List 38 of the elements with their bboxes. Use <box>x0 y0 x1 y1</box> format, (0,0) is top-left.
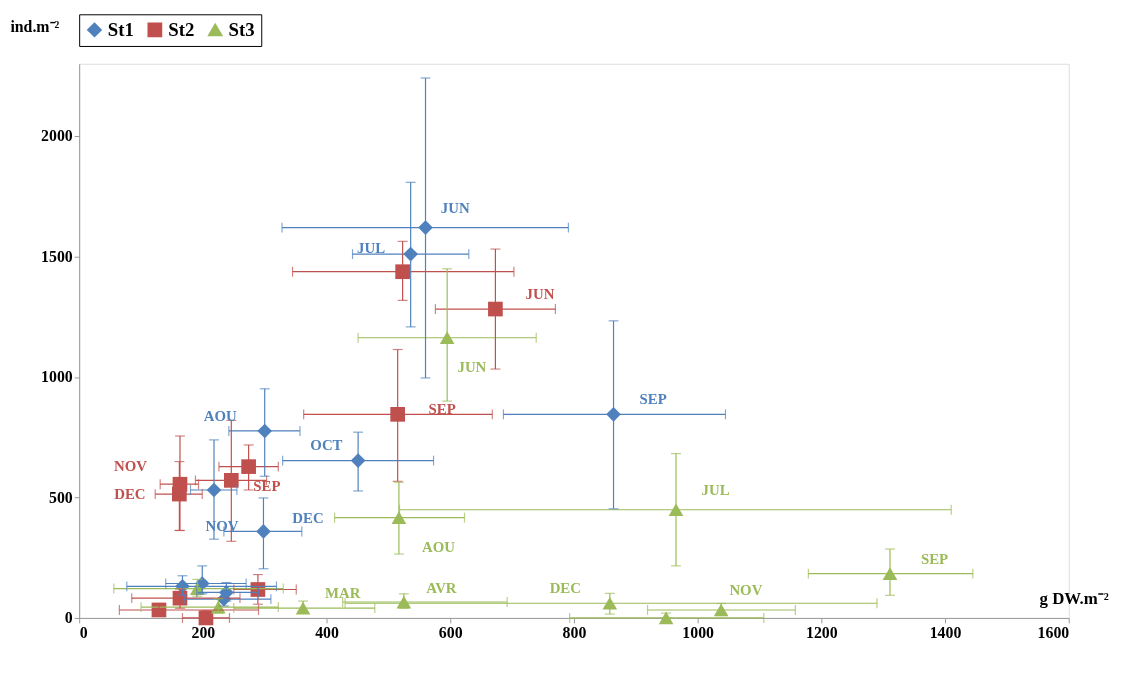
data-label: AOU <box>203 408 237 425</box>
x-axis-title: g DW.m⁻² <box>1039 588 1109 608</box>
data-label: SEP <box>920 550 949 567</box>
data-label: SEP <box>253 478 281 495</box>
x-tick-label: 1400 <box>929 624 962 642</box>
x-tick-label: 1600 <box>1037 624 1070 642</box>
data-label: JUN <box>440 199 470 216</box>
data-label: NOV <box>114 458 148 475</box>
data-label: JUN <box>525 286 555 303</box>
data-label: DEC <box>114 486 146 503</box>
legend-label: St1 <box>107 18 134 40</box>
y-tick-label: 2000 <box>41 127 73 145</box>
x-tick-label: 800 <box>562 624 587 642</box>
x-tick-label: 1000 <box>682 624 715 642</box>
legend-label: St3 <box>228 18 255 40</box>
data-label: JUL <box>357 240 386 257</box>
data-label: DEC <box>549 580 581 597</box>
data-label: SEP <box>428 401 456 418</box>
legend-label: St2 <box>168 18 195 40</box>
x-tick-label: 0 <box>79 624 88 642</box>
data-label: SEP <box>639 391 667 408</box>
data-label: DEC <box>292 509 324 526</box>
data-label: OCT <box>310 436 343 453</box>
y-tick-label: 1500 <box>41 247 73 265</box>
y-tick-label: 1000 <box>41 368 73 386</box>
x-tick-label: 1200 <box>806 624 838 642</box>
y-axis-title: ind.m⁻² <box>10 17 60 35</box>
x-tick-label: 200 <box>191 624 216 642</box>
y-tick-label: 500 <box>48 488 73 506</box>
data-label: NOV <box>729 582 763 599</box>
data-label: JUN <box>457 359 487 376</box>
data-label: JUL <box>701 481 730 498</box>
y-tick-label: 0 <box>64 609 73 627</box>
data-label: AOU <box>422 539 456 556</box>
data-label: AVR <box>426 580 457 597</box>
x-tick-label: 600 <box>438 624 463 642</box>
x-tick-label: 400 <box>315 624 339 642</box>
data-label: MAR <box>324 585 361 602</box>
